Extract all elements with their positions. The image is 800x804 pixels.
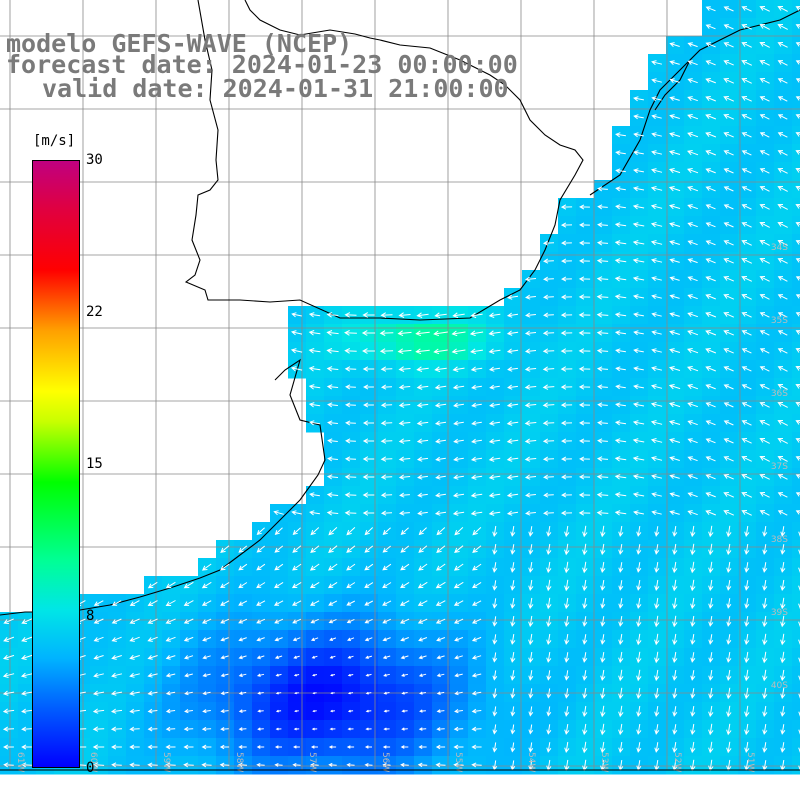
wind-speed-cell: [792, 0, 800, 19]
wind-speed-cell: [792, 144, 800, 163]
wind-speed-cell: [792, 738, 800, 757]
wind-speed-cell: [792, 180, 800, 199]
wind-speed-cell: [792, 594, 800, 613]
longitude-label: 56W: [380, 752, 390, 772]
longitude-label: 57W: [307, 752, 317, 772]
longitude-label: 52W: [672, 752, 682, 772]
longitude-label: 53W: [599, 752, 609, 772]
valid-date: valid date: 2024-01-31 21:00:00: [42, 76, 509, 101]
latitude-label: 35S: [771, 316, 788, 326]
colorbar-tick: 8: [86, 608, 94, 624]
wind-speed-cell: [792, 702, 800, 721]
latitude-label: 40S: [771, 681, 788, 691]
wind-speed-cell: [792, 162, 800, 181]
longitude-label: 55W: [453, 752, 463, 772]
latitude-label: 37S: [771, 462, 788, 472]
wind-speed-cell: [792, 612, 800, 631]
wind-speed-cell: [792, 378, 800, 397]
longitude-label: 54W: [526, 752, 536, 772]
wind-speed-cell: [792, 216, 800, 235]
longitude-label: 51W: [745, 752, 755, 772]
wind-speed-cell: [792, 648, 800, 667]
colorbar-tick: 22: [86, 304, 103, 320]
wind-speed-cell: [792, 558, 800, 577]
wind-speed-cell: [792, 342, 800, 361]
colorbar-tick: 30: [86, 152, 103, 168]
wind-speed-cell: [792, 360, 800, 379]
wind-speed-cell: [792, 396, 800, 415]
longitude-label: 61W: [15, 752, 25, 772]
latitude-label: 34S: [771, 243, 788, 253]
colorbar: [32, 160, 80, 768]
colorbar-tick: 0: [86, 760, 94, 776]
wind-speed-cell: [792, 414, 800, 433]
latitude-label: 39S: [771, 608, 788, 618]
longitude-label: 58W: [234, 752, 244, 772]
colorbar-tick: 15: [86, 456, 103, 472]
wind-speed-cell: [792, 522, 800, 541]
wind-speed-cell: [792, 756, 800, 775]
latitude-label: 38S: [771, 535, 788, 545]
wind-speed-cell: [792, 198, 800, 217]
longitude-label: 59W: [161, 752, 171, 772]
wind-speed-cell: [792, 720, 800, 739]
wind-speed-cell: [792, 666, 800, 685]
wind-speed-cell: [792, 630, 800, 649]
wind-speed-cell: [792, 576, 800, 595]
wind-speed-cell: [792, 540, 800, 559]
latitude-label: 36S: [771, 389, 788, 399]
colorbar-unit: [m/s]: [33, 133, 75, 149]
